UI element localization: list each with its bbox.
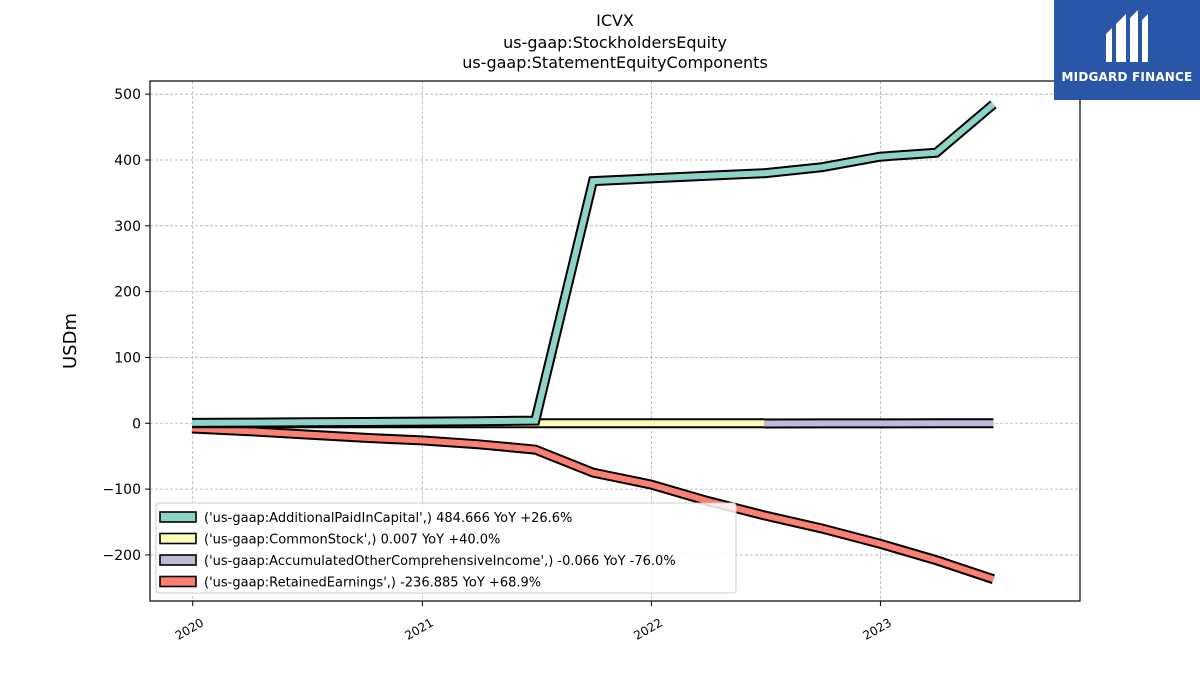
legend-label-1: ('us-gaap:CommonStock',) 0.007 YoY +40.0… [204, 533, 500, 548]
chart-title-line-3: us-gaap:StatementEquityComponents [462, 53, 768, 72]
y-tick-label-1: −100 [103, 482, 141, 498]
y-tick-label-5: 300 [114, 219, 141, 235]
legend-swatch-0 [159, 511, 197, 523]
logo-text: MIDGARD FINANCE [1061, 70, 1193, 84]
series-line-0 [191, 102, 996, 426]
y-tick-label-7: 500 [114, 87, 141, 103]
legend-swatch-1 [159, 532, 197, 545]
legend-box [155, 502, 737, 594]
legend-label-0: ('us-gaap:AdditionalPaidInCapital',) 484… [204, 511, 572, 526]
y-tick-label-2: 0 [132, 416, 141, 432]
series-line-3 [191, 425, 995, 583]
legend-swatch-3 [159, 575, 197, 588]
legend-label-2: ('us-gaap:AccumulatedOtherComprehensiveI… [204, 554, 676, 569]
midgard-logo: MIDGARD FINANCE [1054, 0, 1200, 100]
y-tick-label-3: 100 [114, 350, 141, 366]
x-tick-label-3: 2023 [860, 615, 893, 642]
series-outline-0 [191, 100, 997, 428]
chart-title-line-2: us-gaap:StockholdersEquity [503, 33, 727, 52]
y-tick-label-0: −200 [103, 548, 141, 564]
midgard-logo-icon [1106, 10, 1148, 62]
x-tick-label-0: 2020 [173, 615, 206, 642]
plot-frame [149, 80, 1081, 602]
x-tick-label-2: 2022 [631, 615, 664, 642]
y-axis-label: USDm [60, 313, 81, 369]
chart-title-line-1: ICVX [596, 11, 634, 30]
legend-label-3: ('us-gaap:RetainedEarnings',) -236.885 Y… [204, 576, 541, 591]
legend-swatch-2 [159, 554, 197, 566]
x-tick-label-1: 2021 [402, 615, 435, 642]
y-tick-label-4: 200 [114, 285, 141, 301]
y-tick-label-6: 400 [114, 153, 141, 169]
